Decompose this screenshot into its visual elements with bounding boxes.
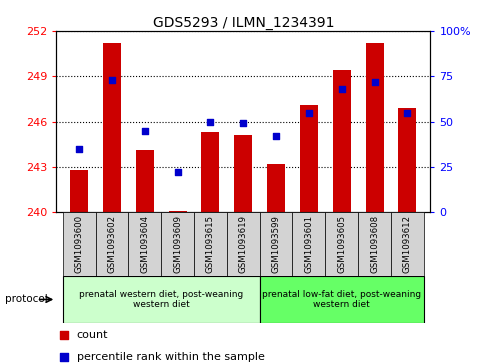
Text: GSM1093600: GSM1093600: [75, 215, 83, 273]
Bar: [266, 164, 285, 212]
Text: GSM1093604: GSM1093604: [140, 215, 149, 273]
Bar: [365, 43, 383, 212]
Bar: [161, 212, 194, 276]
Bar: [299, 105, 317, 212]
Text: protocol: protocol: [5, 294, 47, 305]
Text: percentile rank within the sample: percentile rank within the sample: [77, 352, 264, 362]
Bar: [168, 211, 186, 212]
Point: [239, 121, 246, 126]
Point: [305, 110, 312, 115]
Bar: [136, 150, 154, 212]
Point: [75, 146, 83, 152]
Text: prenatal western diet, post-weaning
western diet: prenatal western diet, post-weaning west…: [79, 290, 243, 309]
Text: GSM1093612: GSM1093612: [402, 215, 411, 273]
Bar: [103, 43, 121, 212]
Text: GSM1093601: GSM1093601: [304, 215, 313, 273]
Bar: [325, 212, 357, 276]
Point: [206, 119, 214, 125]
Bar: [259, 212, 292, 276]
Bar: [234, 135, 252, 212]
Point: [403, 110, 410, 115]
Bar: [62, 276, 259, 323]
Bar: [390, 212, 423, 276]
Title: GDS5293 / ILMN_1234391: GDS5293 / ILMN_1234391: [152, 16, 333, 30]
Text: GSM1093605: GSM1093605: [337, 215, 346, 273]
Point: [108, 77, 116, 83]
Bar: [96, 212, 128, 276]
Bar: [201, 132, 219, 212]
Bar: [226, 212, 259, 276]
Text: prenatal low-fat diet, post-weaning
western diet: prenatal low-fat diet, post-weaning west…: [262, 290, 421, 309]
Bar: [70, 170, 88, 212]
Text: GSM1093619: GSM1093619: [238, 215, 247, 273]
Bar: [128, 212, 161, 276]
Bar: [62, 212, 96, 276]
Bar: [259, 276, 423, 323]
Text: GSM1093602: GSM1093602: [107, 215, 116, 273]
Bar: [292, 212, 325, 276]
Text: count: count: [77, 330, 108, 340]
Bar: [194, 212, 226, 276]
Bar: [332, 70, 350, 212]
Point: [141, 128, 148, 134]
Point: [173, 170, 181, 175]
Text: GSM1093615: GSM1093615: [205, 215, 215, 273]
Text: GSM1093599: GSM1093599: [271, 215, 280, 273]
Point: [272, 133, 280, 139]
Point: [337, 86, 345, 92]
Point: [370, 79, 378, 85]
Bar: [398, 108, 415, 212]
Point: [60, 333, 67, 338]
Point: [60, 354, 67, 360]
Text: GSM1093609: GSM1093609: [173, 215, 182, 273]
Text: GSM1093608: GSM1093608: [369, 215, 378, 273]
Bar: [357, 212, 390, 276]
